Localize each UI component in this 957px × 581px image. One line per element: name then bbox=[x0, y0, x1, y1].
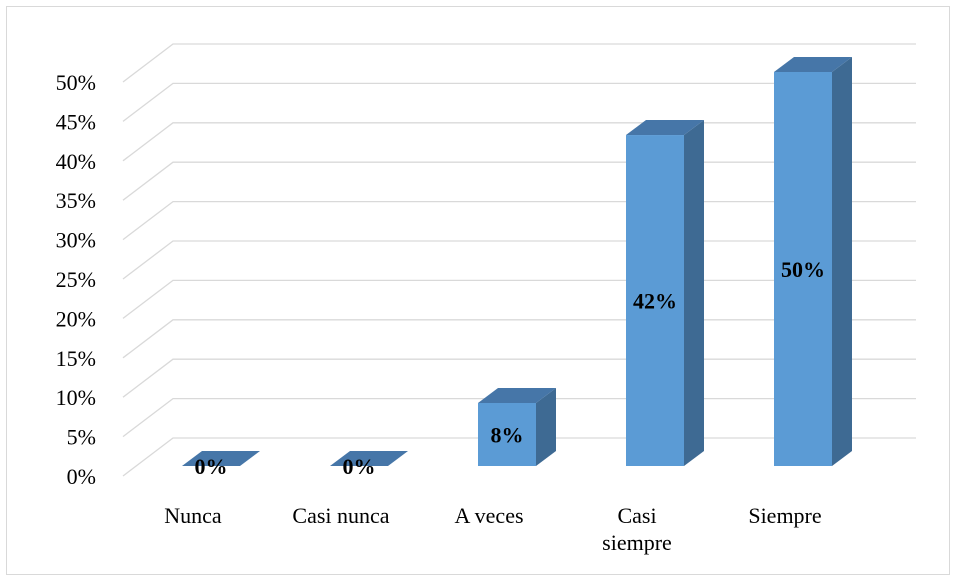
y-tick-label: 20% bbox=[56, 306, 96, 331]
bar bbox=[330, 451, 408, 466]
category-label-line: Casi nunca bbox=[292, 503, 389, 528]
category-label-line: Casi bbox=[617, 503, 656, 528]
data-label: 0% bbox=[195, 454, 228, 479]
category-label: A veces bbox=[454, 503, 523, 528]
data-label: 8% bbox=[491, 422, 524, 447]
bar-top bbox=[478, 387, 556, 403]
gridline bbox=[122, 82, 916, 122]
bar bbox=[626, 120, 704, 467]
y-tick-label: 0% bbox=[67, 464, 96, 489]
category-label-line: Nunca bbox=[164, 503, 222, 528]
data-label: 50% bbox=[781, 257, 825, 282]
category-label: Casi nunca bbox=[292, 503, 389, 528]
y-tick-label: 30% bbox=[56, 228, 96, 253]
y-tick-label: 45% bbox=[56, 109, 96, 134]
bar-top bbox=[182, 451, 260, 466]
gridline bbox=[122, 43, 916, 83]
y-tick-label: 5% bbox=[67, 425, 96, 450]
bar-side bbox=[684, 120, 704, 466]
bar-side bbox=[536, 387, 556, 466]
category-label: Nunca bbox=[164, 503, 222, 528]
bar-top bbox=[330, 451, 408, 466]
bar-top bbox=[774, 57, 852, 72]
bar bbox=[774, 57, 852, 466]
y-tick-label: 35% bbox=[56, 188, 96, 213]
y-tick-label: 50% bbox=[56, 70, 96, 95]
bar-front bbox=[478, 402, 536, 466]
y-tick-label: 10% bbox=[56, 385, 96, 410]
category-label-line: Siempre bbox=[748, 503, 821, 528]
bar-front bbox=[774, 72, 832, 466]
data-label: 42% bbox=[633, 289, 677, 314]
y-tick-label: 25% bbox=[56, 267, 96, 292]
category-label-line: A veces bbox=[454, 503, 523, 528]
bar-top bbox=[626, 120, 704, 136]
data-label: 0% bbox=[343, 454, 376, 479]
bar-side bbox=[832, 57, 852, 466]
category-labels: Nunca Casi nunca A veces Casi siempre Siempre bbox=[164, 503, 821, 555]
bar-front bbox=[626, 135, 684, 467]
bar bbox=[478, 387, 556, 466]
category-label: Siempre bbox=[748, 503, 821, 528]
y-axis-ticks: 0% 5% 10% 15% 20% 25% 30% 35% 40% 45% 50% bbox=[56, 70, 96, 489]
category-label: Casi siempre bbox=[602, 503, 672, 555]
bars bbox=[182, 57, 852, 467]
bar bbox=[182, 451, 260, 466]
y-tick-label: 40% bbox=[56, 149, 96, 174]
category-label-line: siempre bbox=[602, 530, 672, 555]
data-labels: 0% 0% 8% 42% 50% bbox=[195, 257, 826, 479]
y-tick-label: 15% bbox=[56, 346, 96, 371]
